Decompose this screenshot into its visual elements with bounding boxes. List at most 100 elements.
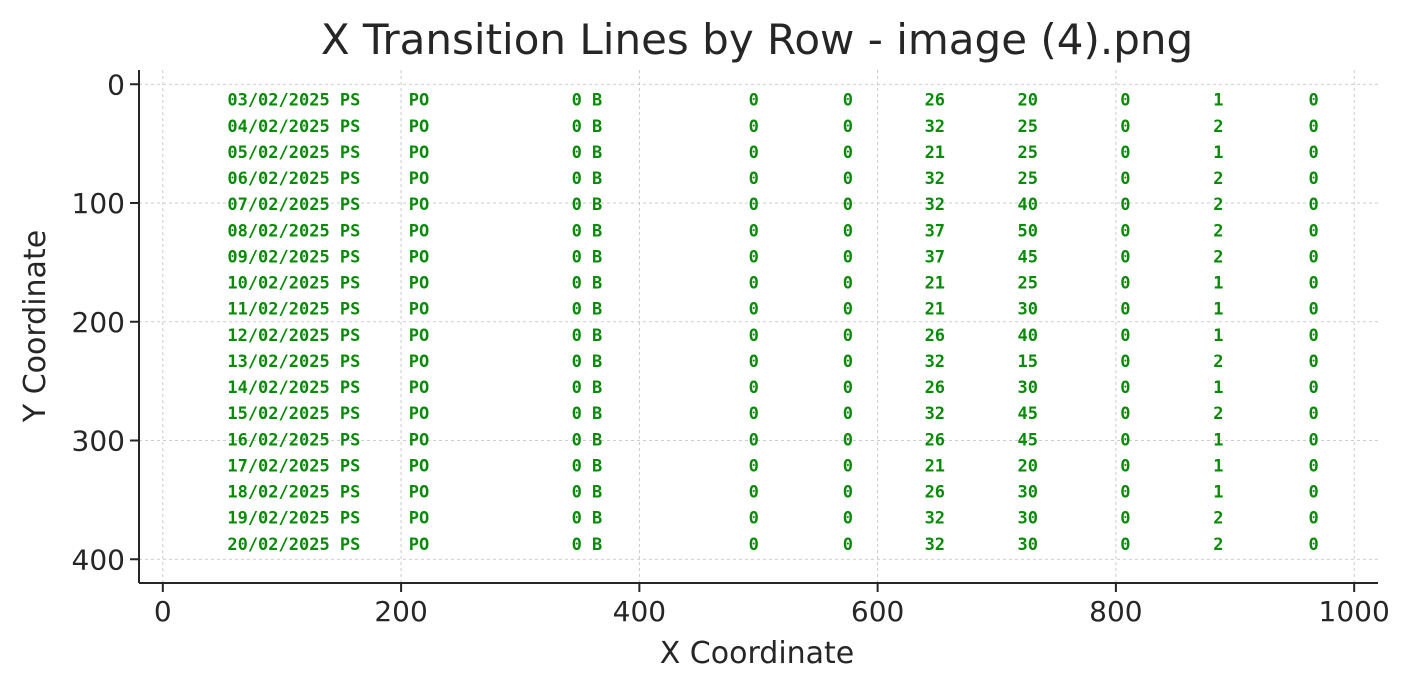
data-row: 19/02/2025 PS PO 0 B 0 0 32 30 0 2 0 [227, 509, 1318, 529]
data-point-label: 0 B [572, 535, 603, 555]
data-point-label: 06/02/2025 PS [227, 169, 360, 189]
data-point-label: PO [409, 535, 429, 555]
data-point-label: 32 [925, 404, 945, 424]
data-point-label: 20 [1018, 456, 1038, 476]
data-point-label: 18/02/2025 PS [227, 483, 360, 503]
data-row: 07/02/2025 PS PO 0 B 0 0 32 40 0 2 0 [227, 195, 1318, 215]
data-point-label: PO [409, 430, 429, 450]
data-point-label: 0 [1309, 143, 1319, 163]
data-point-label: 09/02/2025 PS [227, 247, 360, 267]
data-point-label: 0 [1120, 509, 1130, 529]
data-point-label: 21 [925, 300, 945, 320]
data-point-label: 0 [1309, 247, 1319, 267]
data-point-label: 0 [843, 430, 853, 450]
data-point-label: 1 [1213, 430, 1223, 450]
data-point-label: 0 [1309, 352, 1319, 372]
data-row: 13/02/2025 PS PO 0 B 0 0 32 15 0 2 0 [227, 352, 1318, 372]
data-point-label: 0 [843, 169, 853, 189]
data-point-label: 26 [925, 326, 945, 346]
data-point-label: PO [409, 91, 429, 111]
data-point-label: PO [409, 378, 429, 398]
x-tick-label: 800 [1089, 595, 1142, 628]
data-point-label: 0 B [572, 91, 603, 111]
data-row: 05/02/2025 PS PO 0 B 0 0 21 25 0 1 0 [227, 143, 1318, 163]
x-tick-label: 0 [154, 595, 172, 628]
data-point-label: 0 [1120, 483, 1130, 503]
data-point-label: 32 [925, 195, 945, 215]
chart-title: X Transition Lines by Row - image (4).pn… [321, 15, 1193, 64]
data-point-label: 0 [749, 274, 759, 294]
data-point-label: 25 [1018, 143, 1038, 163]
data-point-label: 0 [843, 274, 853, 294]
data-point-label: 0 B [572, 378, 603, 398]
data-point-label: 0 [749, 456, 759, 476]
data-point-label: 16/02/2025 PS [227, 430, 360, 450]
data-point-label: 0 [843, 143, 853, 163]
data-point-label: 2 [1213, 404, 1223, 424]
data-point-label: 1 [1213, 274, 1223, 294]
data-row: 16/02/2025 PS PO 0 B 0 0 26 45 0 1 0 [227, 430, 1318, 450]
data-point-label: 45 [1018, 404, 1038, 424]
data-point-label: 14/02/2025 PS [227, 378, 360, 398]
data-point-label: 21 [925, 143, 945, 163]
x-tick-label: 600 [851, 595, 904, 628]
data-point-label: 0 [1309, 274, 1319, 294]
data-point-label: 0 [749, 509, 759, 529]
data-point-label: 0 B [572, 326, 603, 346]
data-point-label: 08/02/2025 PS [227, 221, 360, 241]
y-tick-label: 100 [72, 187, 125, 220]
data-point-label: 1 [1213, 378, 1223, 398]
data-row: 10/02/2025 PS PO 0 B 0 0 21 25 0 1 0 [227, 274, 1318, 294]
data-point-label: 1 [1213, 91, 1223, 111]
data-point-label: 0 [843, 195, 853, 215]
data-point-label: 0 B [572, 509, 603, 529]
data-row: 14/02/2025 PS PO 0 B 0 0 26 30 0 1 0 [227, 378, 1318, 398]
data-point-label: 0 [749, 326, 759, 346]
data-point-label: PO [409, 117, 429, 137]
data-point-label: 21 [925, 274, 945, 294]
data-point-label: 11/02/2025 PS [227, 300, 360, 320]
data-point-label: 25 [1018, 169, 1038, 189]
data-point-label: 15 [1018, 352, 1038, 372]
data-point-label: 0 [1120, 378, 1130, 398]
data-point-label: 45 [1018, 247, 1038, 267]
data-point-label: 17/02/2025 PS [227, 456, 360, 476]
data-point-label: 2 [1213, 247, 1223, 267]
data-point-label: 26 [925, 378, 945, 398]
data-point-label: 1 [1213, 483, 1223, 503]
data-point-label: 0 [1120, 300, 1130, 320]
data-point-label: 0 [749, 247, 759, 267]
data-point-label: 0 [1309, 509, 1319, 529]
data-point-label: 30 [1018, 378, 1038, 398]
data-point-label: 0 [843, 404, 853, 424]
data-point-label: 0 [1309, 535, 1319, 555]
y-tick-label: 400 [72, 543, 125, 576]
data-point-label: 03/02/2025 PS [227, 91, 360, 111]
data-point-label: 0 [1120, 169, 1130, 189]
data-point-label: 15/02/2025 PS [227, 404, 360, 424]
data-point-label: 0 [843, 535, 853, 555]
data-point-label: 1 [1213, 456, 1223, 476]
data-row: 06/02/2025 PS PO 0 B 0 0 32 25 0 2 0 [227, 169, 1318, 189]
data-point-label: 0 [749, 430, 759, 450]
data-point-label: 20 [1018, 91, 1038, 111]
data-point-label: 0 [843, 456, 853, 476]
data-point-label: 26 [925, 483, 945, 503]
data-point-label: PO [409, 404, 429, 424]
data-point-label: 32 [925, 169, 945, 189]
data-point-label: 0 [1120, 430, 1130, 450]
data-point-label: 0 [749, 535, 759, 555]
data-point-label: 0 [1309, 483, 1319, 503]
data-point-label: 04/02/2025 PS [227, 117, 360, 137]
data-point-label: 0 [749, 221, 759, 241]
data-point-label: 0 [843, 378, 853, 398]
data-point-label: 37 [925, 247, 945, 267]
y-tick-label: 300 [72, 425, 125, 458]
data-point-label: 0 B [572, 483, 603, 503]
data-point-label: 0 [1309, 300, 1319, 320]
x-tick-label: 200 [374, 595, 427, 628]
data-point-label: 2 [1213, 509, 1223, 529]
data-point-label: 0 B [572, 274, 603, 294]
data-point-label: 0 [1309, 430, 1319, 450]
